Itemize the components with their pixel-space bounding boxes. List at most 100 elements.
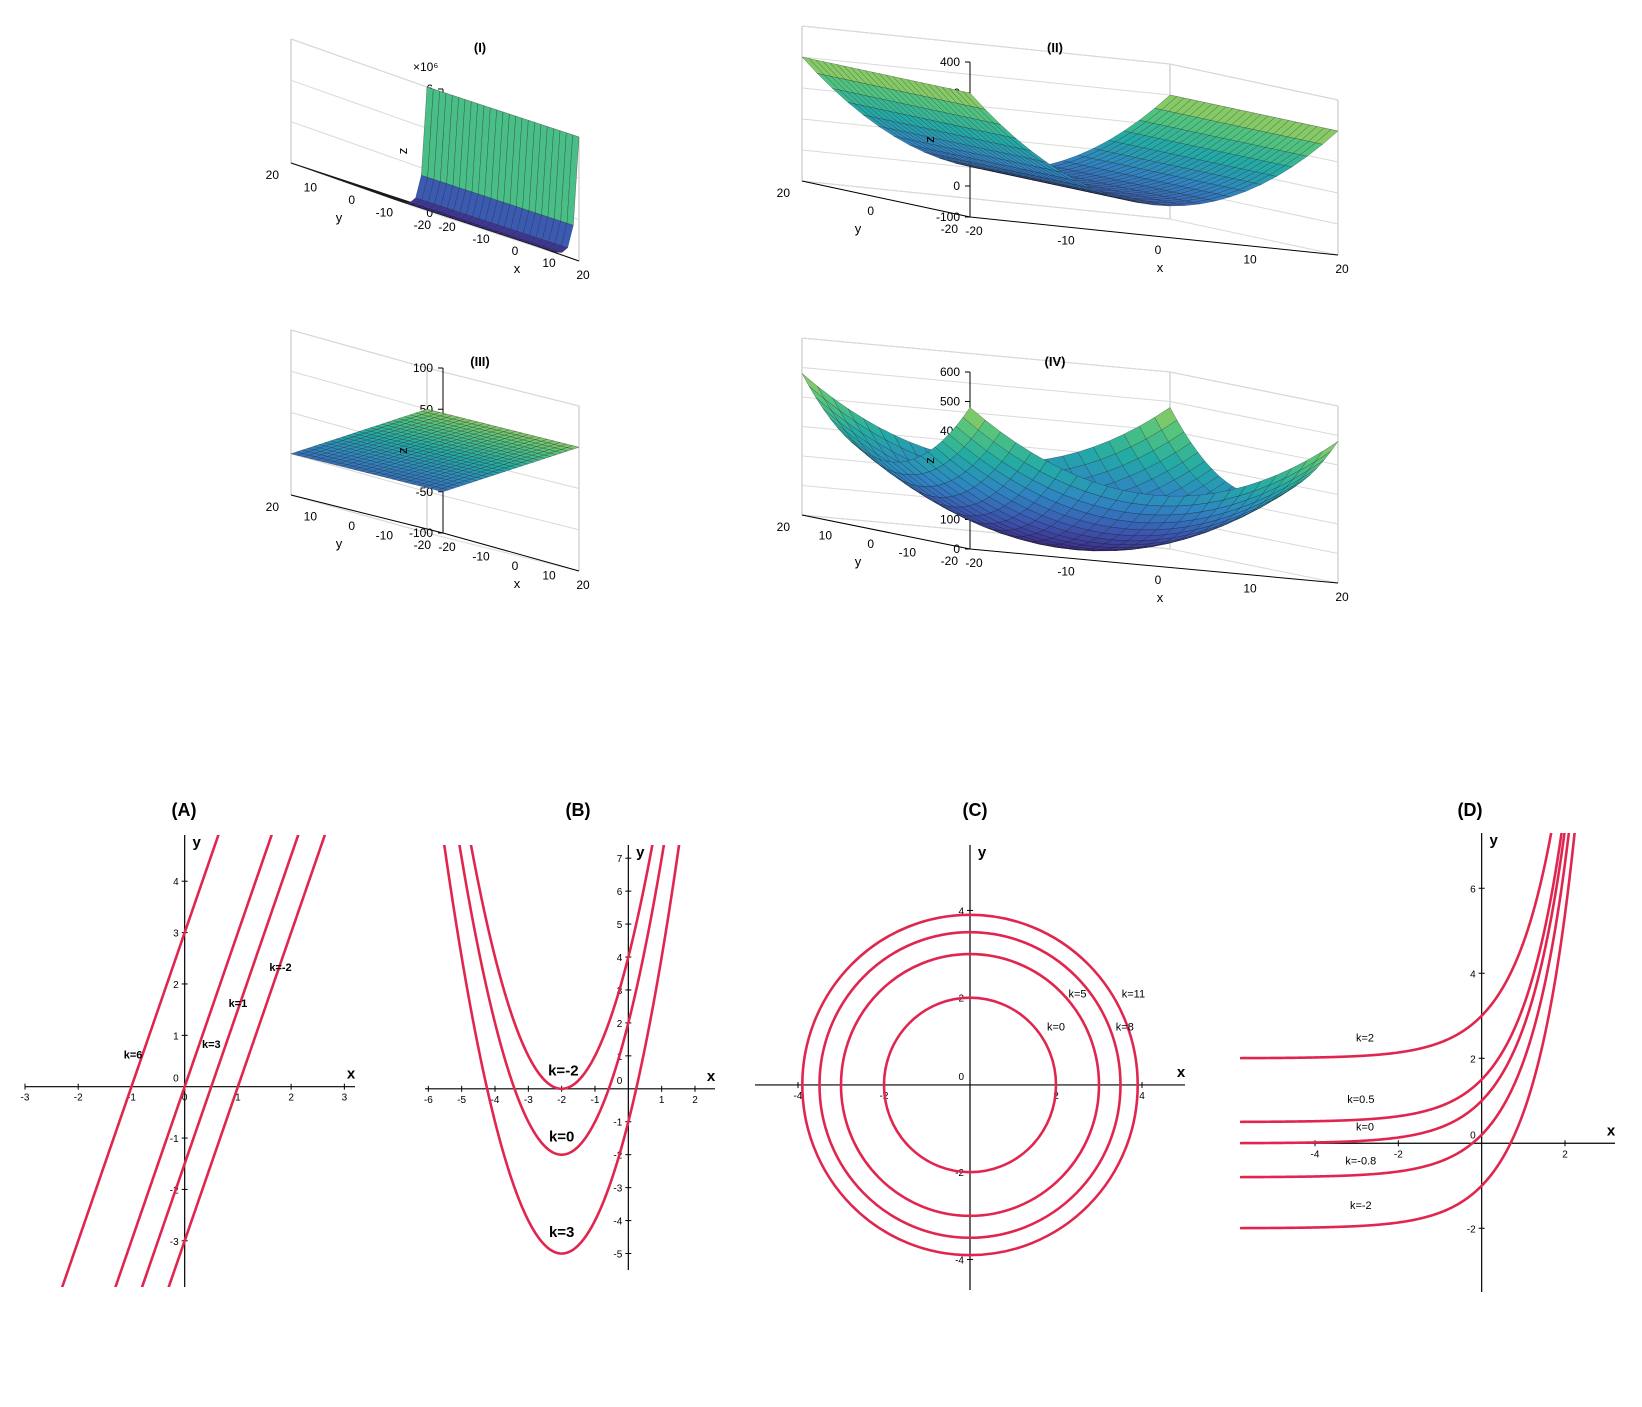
y-tick-label: 4 xyxy=(173,877,179,888)
x-tick-label: 3 xyxy=(342,1093,348,1104)
contour-label: k=-2 xyxy=(269,962,291,974)
curve-group xyxy=(425,746,715,1253)
curve-group xyxy=(1240,706,1615,1229)
x-tick-label: 10 xyxy=(542,256,556,270)
y-tick-label: 10 xyxy=(304,181,318,195)
y-tick-label: -3 xyxy=(170,1237,179,1248)
x-tick-label: 10 xyxy=(542,569,556,583)
contour-k=2 xyxy=(1240,706,1615,1059)
box-top-back xyxy=(291,330,579,406)
z-tick-label: 400 xyxy=(940,55,960,69)
x-tick-label: -4 xyxy=(1311,1149,1320,1160)
y-axis-label: y xyxy=(978,844,987,861)
y-tick-label: -20 xyxy=(414,218,432,232)
y-axis xyxy=(802,181,970,217)
x-tick-label: -6 xyxy=(424,1095,433,1106)
origin-label: 0 xyxy=(173,1074,179,1085)
x-tick-label: -1 xyxy=(591,1095,600,1106)
x-axis-label: x xyxy=(514,576,521,591)
contour-k=6 xyxy=(25,681,355,1395)
y-tick-label: -1 xyxy=(613,1118,622,1129)
x-tick-label: -2 xyxy=(74,1093,83,1104)
x-axis-label: x xyxy=(1157,590,1164,605)
y-tick-label: 20 xyxy=(266,500,280,514)
x-tick-label: 1 xyxy=(659,1095,665,1106)
surface-cell xyxy=(802,373,824,398)
panel-title: (II) xyxy=(1047,40,1063,55)
contour-k=-2 xyxy=(425,746,715,1089)
contour-label: k=1 xyxy=(229,998,248,1010)
z-tick-label: 600 xyxy=(940,365,960,379)
x-tick-label: 20 xyxy=(1335,590,1349,604)
y-axis-label: y xyxy=(336,210,343,225)
x-tick-label: -3 xyxy=(524,1095,533,1106)
x-tick-label: 4 xyxy=(1139,1091,1145,1102)
y-tick-label: -3 xyxy=(613,1184,622,1195)
y-tick-label: 6 xyxy=(617,887,623,898)
x-tick-label: 10 xyxy=(1243,253,1257,267)
x-tick-label: 20 xyxy=(576,268,590,282)
y-tick-label: 0 xyxy=(348,519,355,533)
y-tick-label: -20 xyxy=(941,222,959,236)
y-tick-label: 10 xyxy=(304,510,318,524)
origin-label: 0 xyxy=(617,1076,623,1087)
contour-label: k=0 xyxy=(1356,1122,1374,1134)
x-tick-label: -5 xyxy=(457,1095,466,1106)
contour-label: k=11 xyxy=(1122,989,1145,1001)
z-tick-label: 0 xyxy=(953,179,960,193)
y-tick-label: 20 xyxy=(777,186,791,200)
x-tick-label: 0 xyxy=(512,244,519,258)
y-tick-label: 1 xyxy=(173,1031,179,1042)
z-tick-label: 100 xyxy=(413,361,433,375)
y-tick-label: 20 xyxy=(777,520,791,534)
z-axis-label: z xyxy=(395,148,410,155)
x-tick-label: 2 xyxy=(1562,1149,1568,1160)
z-gridline xyxy=(802,338,1338,406)
panel-title: (D) xyxy=(1458,800,1483,820)
x-tick-label: 0 xyxy=(1155,243,1162,257)
x-tick-label: -20 xyxy=(438,220,456,234)
x-axis-label: x xyxy=(1157,260,1164,275)
x-tick-label: -20 xyxy=(965,556,983,570)
y-tick-label: 10 xyxy=(819,529,833,543)
exponent-label: ×10⁶ xyxy=(413,60,438,74)
z-tick-label: 500 xyxy=(940,395,960,409)
x-tick-label: -2 xyxy=(557,1095,566,1106)
y-tick-label: 7 xyxy=(617,854,623,865)
x-tick-label: -20 xyxy=(438,540,456,554)
y-tick-label: -10 xyxy=(899,546,917,560)
contour-k=3 xyxy=(425,746,715,1253)
panel-title: (IV) xyxy=(1045,354,1066,369)
origin-label: 0 xyxy=(958,1072,964,1083)
y-tick-label: -1 xyxy=(170,1134,179,1145)
contour-label: k=0 xyxy=(549,1129,574,1146)
contour-label: k=-0.8 xyxy=(1345,1156,1376,1168)
y-tick-label: -4 xyxy=(955,1255,964,1266)
y-tick-label: 0 xyxy=(867,537,874,551)
x-tick-label: 2 xyxy=(288,1093,294,1104)
x-axis-label: x xyxy=(707,1068,716,1085)
z-axis-label: z xyxy=(922,136,937,143)
y-tick-label: 2 xyxy=(617,1019,623,1030)
panel-title: (C) xyxy=(963,800,988,820)
y-tick-label: 3 xyxy=(173,929,179,940)
contour-k=1 xyxy=(25,681,355,1402)
x-axis-label: x xyxy=(347,1066,356,1083)
y-tick-label: 5 xyxy=(617,920,623,931)
y-axis-label: y xyxy=(855,554,862,569)
y-tick-label: 0 xyxy=(348,193,355,207)
y-axis-label: y xyxy=(1489,832,1498,849)
x-tick-label: -10 xyxy=(1057,234,1075,248)
surface-panel-IV: 0100200300400500600-20-100102020100-10-2… xyxy=(777,338,1349,605)
contour-label: k=8 xyxy=(1116,1021,1134,1033)
surface-panel-III: -100-50050100-20-100102020100-10-20xyz(I… xyxy=(266,330,590,592)
contour-label: k=5 xyxy=(1068,989,1086,1001)
z-axis-label: z xyxy=(922,457,937,464)
y-axis-label: y xyxy=(193,834,202,851)
surface-panel-II: -1000100200300400-20-1001020200-20xyz(II… xyxy=(777,26,1349,276)
panel-title: (A) xyxy=(172,800,197,820)
